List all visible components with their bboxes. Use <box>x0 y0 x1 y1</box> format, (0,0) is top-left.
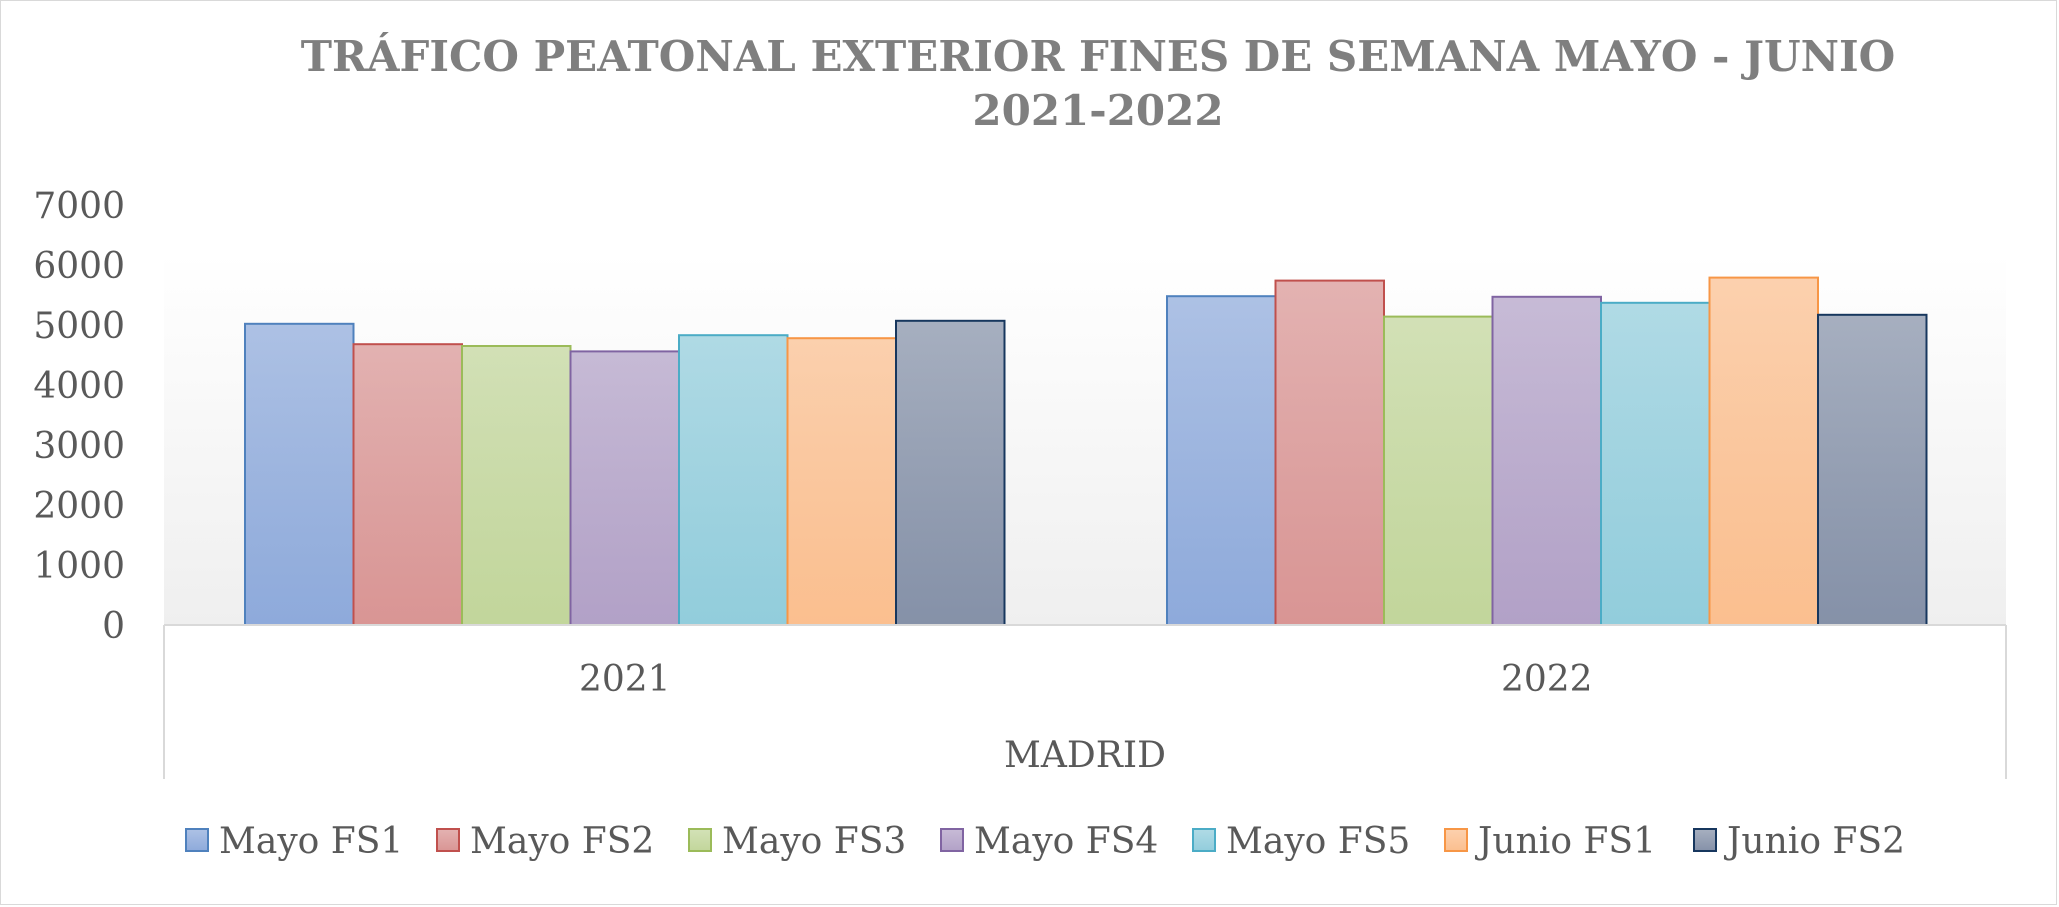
y-tick-label: 3000 <box>33 426 125 467</box>
legend-swatch <box>1192 828 1216 852</box>
bar-mayo-fs2-2022 <box>1274 279 1385 626</box>
bar-mayo-fs4-2021 <box>569 350 680 626</box>
y-tick-label: 4000 <box>33 366 125 407</box>
bar-mayo-fs5-2021 <box>678 334 789 626</box>
bars-group <box>244 276 1928 626</box>
legend-label: Mayo FS3 <box>722 821 906 862</box>
legend-label: Junio FS1 <box>1474 821 1656 862</box>
bar-mayo-fs4-2022 <box>1491 295 1602 626</box>
legend-label: Mayo FS4 <box>974 821 1158 862</box>
category-axis-box <box>163 624 2007 779</box>
bar-mayo-fs3-2022 <box>1383 315 1494 626</box>
y-tick-label: 5000 <box>33 306 125 347</box>
y-tick-label: 1000 <box>33 546 125 587</box>
bar-mayo-fs1-2022 <box>1166 295 1277 626</box>
bar-junio-fs1-2022 <box>1708 276 1819 626</box>
y-tick-label: 6000 <box>33 246 125 287</box>
bar-junio-fs1-2021 <box>786 337 897 626</box>
group-label: MADRID <box>1004 735 1166 776</box>
legend-swatch <box>185 828 209 852</box>
y-axis-ticks: 0 1000 2000 3000 4000 5000 6000 7000 <box>33 186 125 647</box>
legend-label: Mayo FS5 <box>1226 821 1410 862</box>
chart-title-line-1: TRÁFICO PEATONAL EXTERIOR FINES DE SEMAN… <box>301 31 1895 81</box>
legend: Mayo FS1 Mayo FS2 Mayo FS3 Mayo FS4 Mayo FS5… <box>185 821 1905 862</box>
legend-label: Junio FS2 <box>1723 821 1905 862</box>
y-tick-label: 7000 <box>33 186 125 227</box>
bar-mayo-fs1-2021 <box>244 322 355 626</box>
legend-swatch <box>688 828 712 852</box>
legend-label: Mayo FS1 <box>219 821 403 862</box>
bar-junio-fs2-2022 <box>1817 313 1928 626</box>
bar-mayo-fs5-2022 <box>1600 301 1711 626</box>
legend-swatch <box>1444 828 1468 852</box>
legend-swatch <box>436 828 460 852</box>
y-tick-label: 2000 <box>33 486 125 527</box>
y-tick-label: 0 <box>102 606 125 647</box>
legend-swatch <box>1693 828 1717 852</box>
chart-title-line-2: 2021-2022 <box>972 86 1223 135</box>
bar-mayo-fs2-2021 <box>352 343 463 626</box>
bar-junio-fs2-2021 <box>895 319 1006 626</box>
category-label: 2021 <box>579 659 671 700</box>
legend-swatch <box>940 828 964 852</box>
bar-mayo-fs3-2021 <box>461 345 572 626</box>
category-label: 2022 <box>1501 659 1593 700</box>
legend-label: Mayo FS2 <box>470 821 654 862</box>
category-labels: 2021 2022 <box>579 659 1593 700</box>
